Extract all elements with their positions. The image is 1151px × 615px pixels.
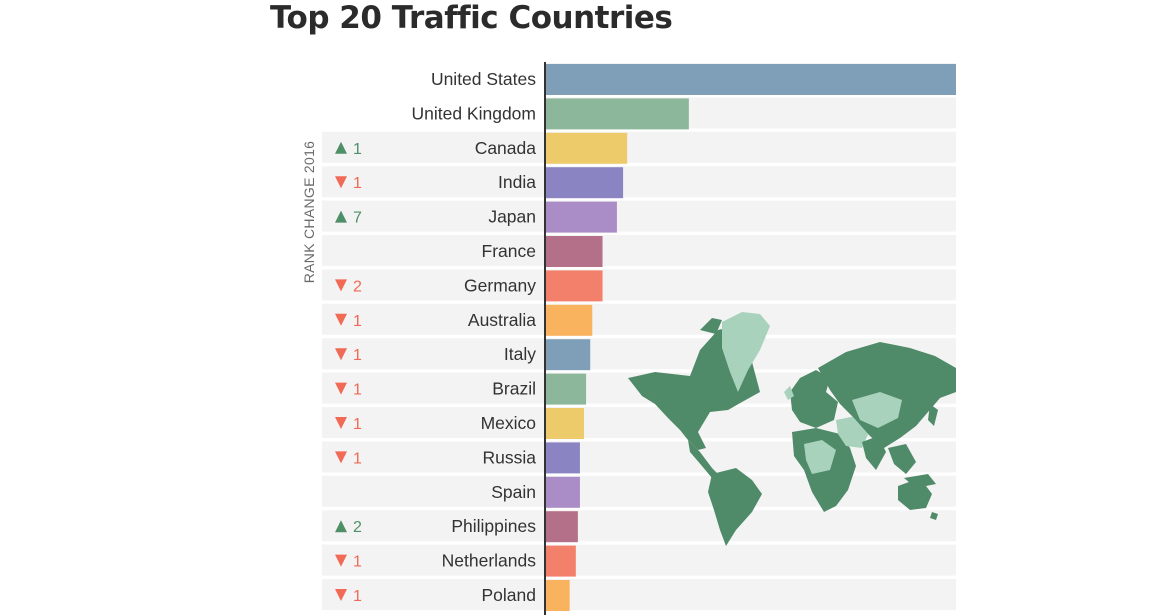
- bar-united-kingdom: [545, 98, 689, 130]
- row-band: [322, 131, 956, 163]
- rank-change-value: 1: [353, 588, 362, 605]
- rank-changes: 1 1 7 2 1 1 1 1 1 2 1 1: [335, 141, 362, 605]
- category-label: Netherlands: [442, 551, 537, 571]
- row-band: [322, 166, 956, 198]
- bar-brazil: [545, 373, 587, 405]
- category-label: Japan: [488, 207, 536, 227]
- bar-australia: [545, 304, 593, 336]
- rank-change-value: 2: [353, 278, 362, 295]
- category-label: Russia: [483, 447, 537, 467]
- bar-spain: [545, 476, 580, 508]
- arrow-up-icon: [335, 520, 347, 533]
- category-label: United Kingdom: [411, 103, 536, 123]
- arrow-down-icon: [335, 589, 347, 601]
- arrow-down-icon: [335, 313, 347, 326]
- arrow-down-icon: [335, 382, 347, 395]
- category-label: Germany: [464, 275, 536, 295]
- arrow-down-icon: [335, 451, 347, 464]
- row-band: [322, 235, 956, 266]
- row-band: [322, 544, 956, 576]
- bar-russia: [545, 442, 580, 474]
- bar-netherlands: [545, 545, 576, 577]
- rank-change-value: 2: [353, 519, 362, 536]
- category-label: Mexico: [481, 413, 536, 433]
- arrow-up-icon: [335, 210, 347, 223]
- arrow-down-icon: [335, 176, 347, 189]
- rank-change-value: 1: [353, 175, 362, 192]
- category-label: Australia: [468, 310, 536, 330]
- arrow-down-icon: [335, 348, 347, 361]
- row-band: [322, 475, 956, 507]
- category-label: United States: [431, 69, 536, 89]
- rank-change-value: 1: [353, 554, 362, 571]
- chart-title: Top 20 Traffic Countries: [270, 0, 673, 36]
- category-label: Poland: [482, 585, 537, 605]
- category-labels: United States United Kingdom Canada India Ja…: [411, 69, 536, 605]
- arrow-down-icon: [335, 417, 347, 429]
- bar-japan: [545, 201, 617, 233]
- row-band: [322, 303, 956, 335]
- category-label: Spain: [491, 482, 536, 502]
- arrow-down-icon: [335, 554, 347, 567]
- bars: [545, 64, 956, 611]
- rank-change-value: 1: [353, 450, 362, 467]
- bar-india: [545, 167, 624, 199]
- category-label: Canada: [475, 138, 537, 158]
- bar-canada: [545, 132, 628, 164]
- category-label: Brazil: [492, 379, 536, 399]
- row-band: [322, 200, 956, 232]
- rank-change-value: 1: [353, 347, 362, 364]
- category-label: France: [482, 241, 536, 261]
- rank-change-value: 1: [353, 141, 362, 158]
- category-label: Italy: [504, 344, 536, 364]
- bar-united-states: [545, 64, 956, 95]
- row-band: [322, 510, 956, 542]
- bar-poland: [545, 580, 570, 611]
- arrow-up-icon: [335, 141, 347, 154]
- row-band: [322, 579, 956, 610]
- world-map-image: [628, 312, 956, 546]
- bar-france: [545, 236, 603, 267]
- row-band: [322, 269, 956, 301]
- rank-change-value: 7: [353, 210, 362, 227]
- arrow-down-icon: [335, 279, 347, 292]
- rank-change-value: 1: [353, 382, 362, 399]
- row-bands: [322, 63, 956, 610]
- rank-change-value: 1: [353, 416, 362, 433]
- bar-germany: [545, 270, 603, 302]
- bar-philippines: [545, 511, 578, 543]
- bar-italy: [545, 339, 591, 371]
- category-label: India: [498, 172, 536, 192]
- category-label: Philippines: [451, 516, 536, 536]
- bar-mexico: [545, 408, 585, 439]
- rank-change-value: 1: [353, 313, 362, 330]
